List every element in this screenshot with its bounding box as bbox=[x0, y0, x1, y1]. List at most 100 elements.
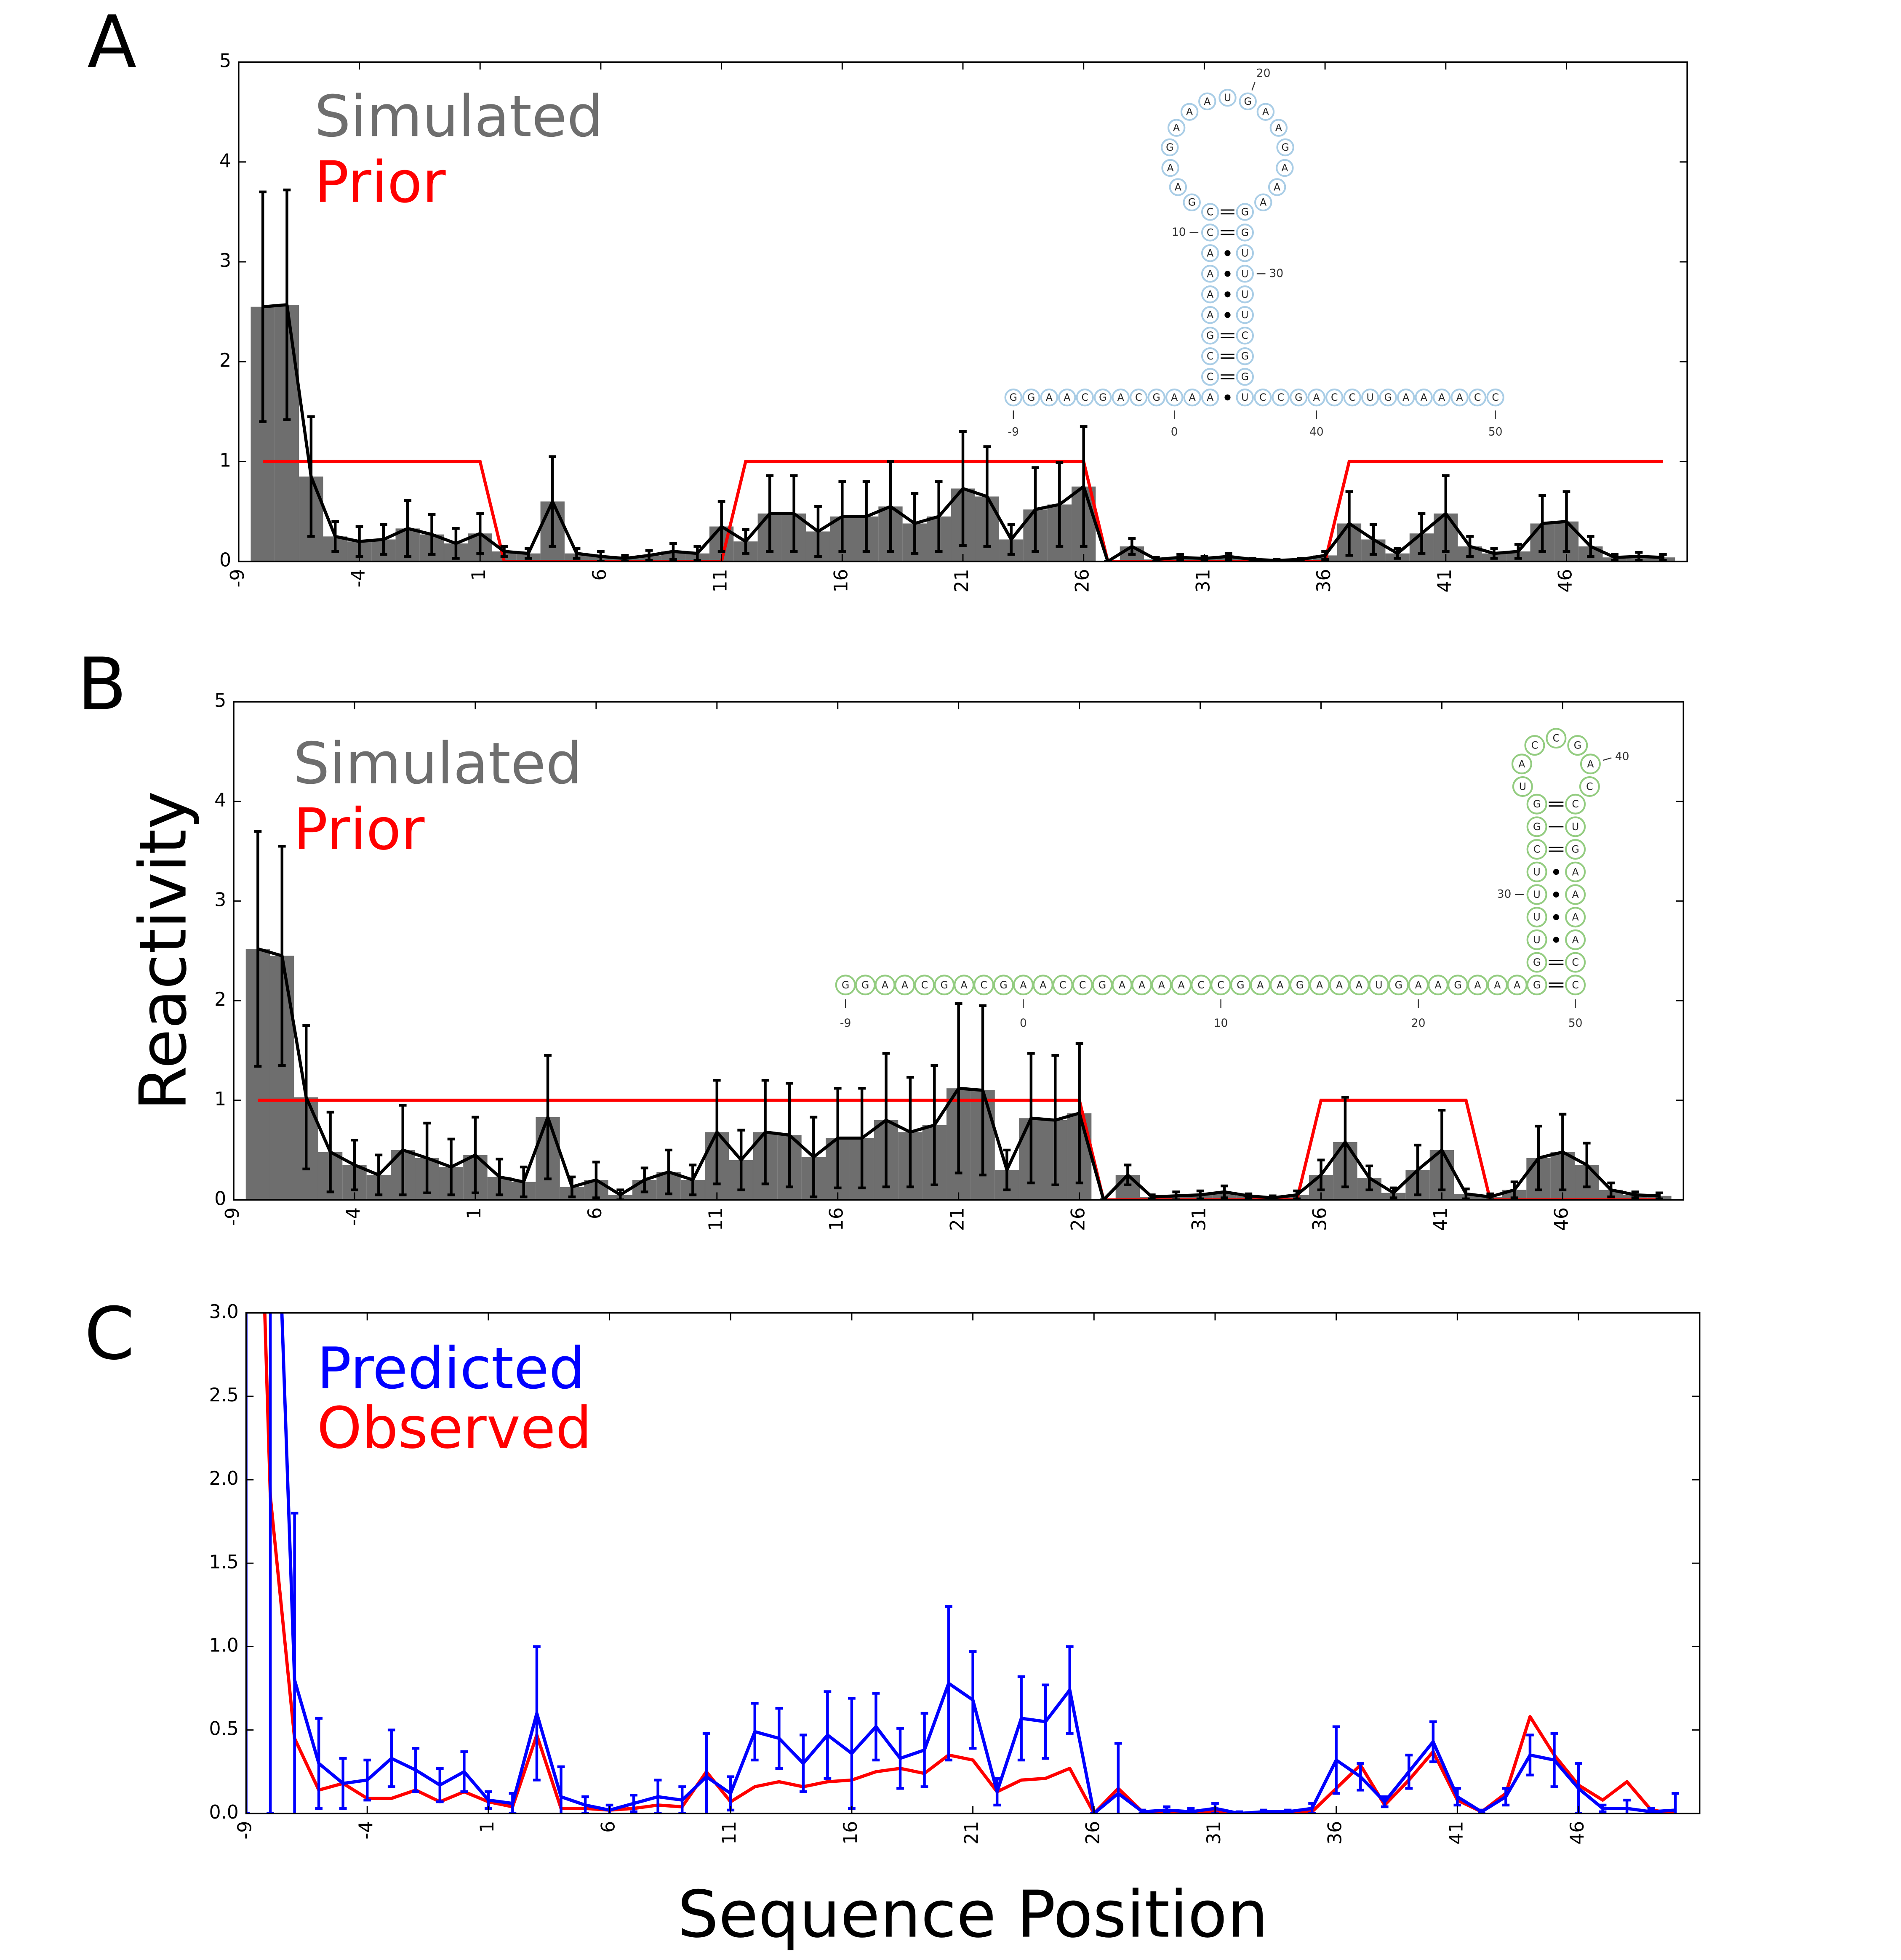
residue-circle bbox=[1307, 388, 1325, 407]
residue-circle bbox=[1565, 884, 1586, 905]
residue-letter: G bbox=[1574, 740, 1581, 751]
error-bar bbox=[1341, 1096, 1349, 1188]
residue-letter: C bbox=[1572, 956, 1578, 968]
residue-letter: C bbox=[1572, 979, 1578, 991]
x-tick-label: -9 bbox=[222, 1207, 243, 1226]
pair-bond bbox=[1224, 291, 1231, 298]
residue-letter: U bbox=[1533, 911, 1541, 923]
residue-letter: A bbox=[1175, 181, 1181, 193]
pair-bond bbox=[1221, 209, 1234, 215]
error-bar bbox=[1148, 1193, 1156, 1200]
error-bar bbox=[1176, 553, 1184, 562]
residue-circle bbox=[1201, 265, 1219, 283]
residue-circle bbox=[1526, 952, 1547, 973]
error-bar bbox=[1075, 1042, 1083, 1185]
residue-circle bbox=[1565, 975, 1586, 996]
error-bar bbox=[693, 545, 701, 562]
residue-letter: G bbox=[1244, 96, 1252, 107]
residue-letter: A bbox=[1257, 979, 1264, 991]
x-axis-title: Sequence Position bbox=[677, 1877, 1268, 1952]
x-tick-label: 1 bbox=[477, 1821, 498, 1833]
plot-area bbox=[251, 188, 1675, 562]
residue-number: 30 bbox=[1497, 888, 1512, 901]
pair-bond bbox=[1549, 802, 1564, 807]
residue-letter: G bbox=[1241, 226, 1249, 238]
residue-letter: C bbox=[1207, 350, 1213, 362]
error-bar bbox=[1051, 1054, 1059, 1187]
error-bar bbox=[882, 1052, 890, 1188]
plot-area bbox=[245, 830, 1672, 1200]
residue-circle bbox=[1276, 159, 1294, 177]
legend-entry: Prior bbox=[315, 149, 446, 216]
error-bar bbox=[1486, 1192, 1494, 1200]
residue-circle bbox=[1254, 193, 1272, 212]
error-bar bbox=[1172, 1190, 1180, 1200]
error-bar bbox=[1056, 461, 1064, 548]
error-bar bbox=[399, 1104, 407, 1196]
residue-letter: A bbox=[1207, 247, 1213, 259]
error-bar bbox=[1007, 523, 1015, 556]
x-tick-label: -4 bbox=[348, 569, 369, 587]
residue-letter: A bbox=[1204, 96, 1210, 107]
error-bar bbox=[1466, 535, 1474, 558]
residue-circle bbox=[1013, 975, 1034, 996]
residue-letter: A bbox=[1189, 391, 1196, 403]
residue-circle bbox=[1236, 265, 1254, 283]
error-bar bbox=[1369, 523, 1377, 556]
error-bar bbox=[979, 1004, 986, 1177]
residue-letter: G bbox=[1153, 391, 1160, 403]
error-bar bbox=[375, 1153, 383, 1196]
y-tick-label: 4 bbox=[214, 790, 226, 811]
residue-number: 50 bbox=[1568, 1017, 1583, 1030]
error-bar bbox=[496, 1157, 504, 1196]
residue-circle bbox=[1236, 347, 1254, 365]
residue-letter: G bbox=[1533, 798, 1541, 810]
residue-letter: G bbox=[1188, 197, 1196, 208]
x-tick-label: 36 bbox=[1313, 569, 1335, 592]
x-tick-label: 6 bbox=[584, 1207, 606, 1219]
error-bar bbox=[862, 480, 870, 553]
residue-circle bbox=[1546, 728, 1567, 749]
error-bar bbox=[428, 513, 436, 556]
residue-circle bbox=[1379, 388, 1397, 407]
residue-letter: A bbox=[1514, 979, 1520, 991]
residue-letter: G bbox=[1384, 391, 1392, 403]
residue-circle bbox=[1526, 884, 1547, 905]
residue-letter: A bbox=[1456, 391, 1463, 403]
error-bar bbox=[669, 542, 677, 561]
series-line bbox=[280, 1313, 1676, 1814]
error-bar bbox=[1345, 490, 1353, 557]
x-tick-label: 31 bbox=[1192, 569, 1214, 592]
residue-circle bbox=[1565, 794, 1586, 815]
residue-letter: C bbox=[1207, 226, 1213, 238]
residue-letter: A bbox=[1518, 758, 1525, 770]
residue-circle bbox=[1486, 388, 1504, 407]
residue-letter: G bbox=[1237, 979, 1244, 991]
residue-letter: U bbox=[1241, 247, 1248, 259]
residue-circle bbox=[1147, 388, 1165, 407]
error-bar bbox=[645, 549, 653, 562]
error-bar bbox=[834, 1087, 842, 1190]
error-bar bbox=[814, 505, 822, 558]
error-bar bbox=[911, 492, 919, 555]
residue-letter: A bbox=[1316, 979, 1323, 991]
x-tick-label: 26 bbox=[1068, 1207, 1089, 1231]
residue-letter: U bbox=[1241, 268, 1248, 280]
error-bar bbox=[742, 528, 749, 555]
residue-circle bbox=[1201, 203, 1219, 221]
error-bar bbox=[717, 500, 725, 553]
residue-circle bbox=[1565, 861, 1586, 882]
residue-letter: A bbox=[1421, 391, 1427, 403]
residue-circle bbox=[1361, 388, 1379, 407]
error-bar bbox=[1514, 543, 1522, 560]
residue-letter: G bbox=[1241, 371, 1249, 383]
legend-entry: Simulated bbox=[293, 731, 582, 797]
x-tick-label: 31 bbox=[1189, 1207, 1210, 1231]
residue-letter: G bbox=[1296, 979, 1304, 991]
x-tick-label: 46 bbox=[1551, 1207, 1572, 1231]
residue-number: 50 bbox=[1488, 425, 1503, 438]
residue-letter: C bbox=[1331, 391, 1338, 403]
error-bar bbox=[307, 415, 315, 538]
residue-letter: A bbox=[961, 979, 968, 991]
residue-letter: A bbox=[1186, 106, 1193, 118]
